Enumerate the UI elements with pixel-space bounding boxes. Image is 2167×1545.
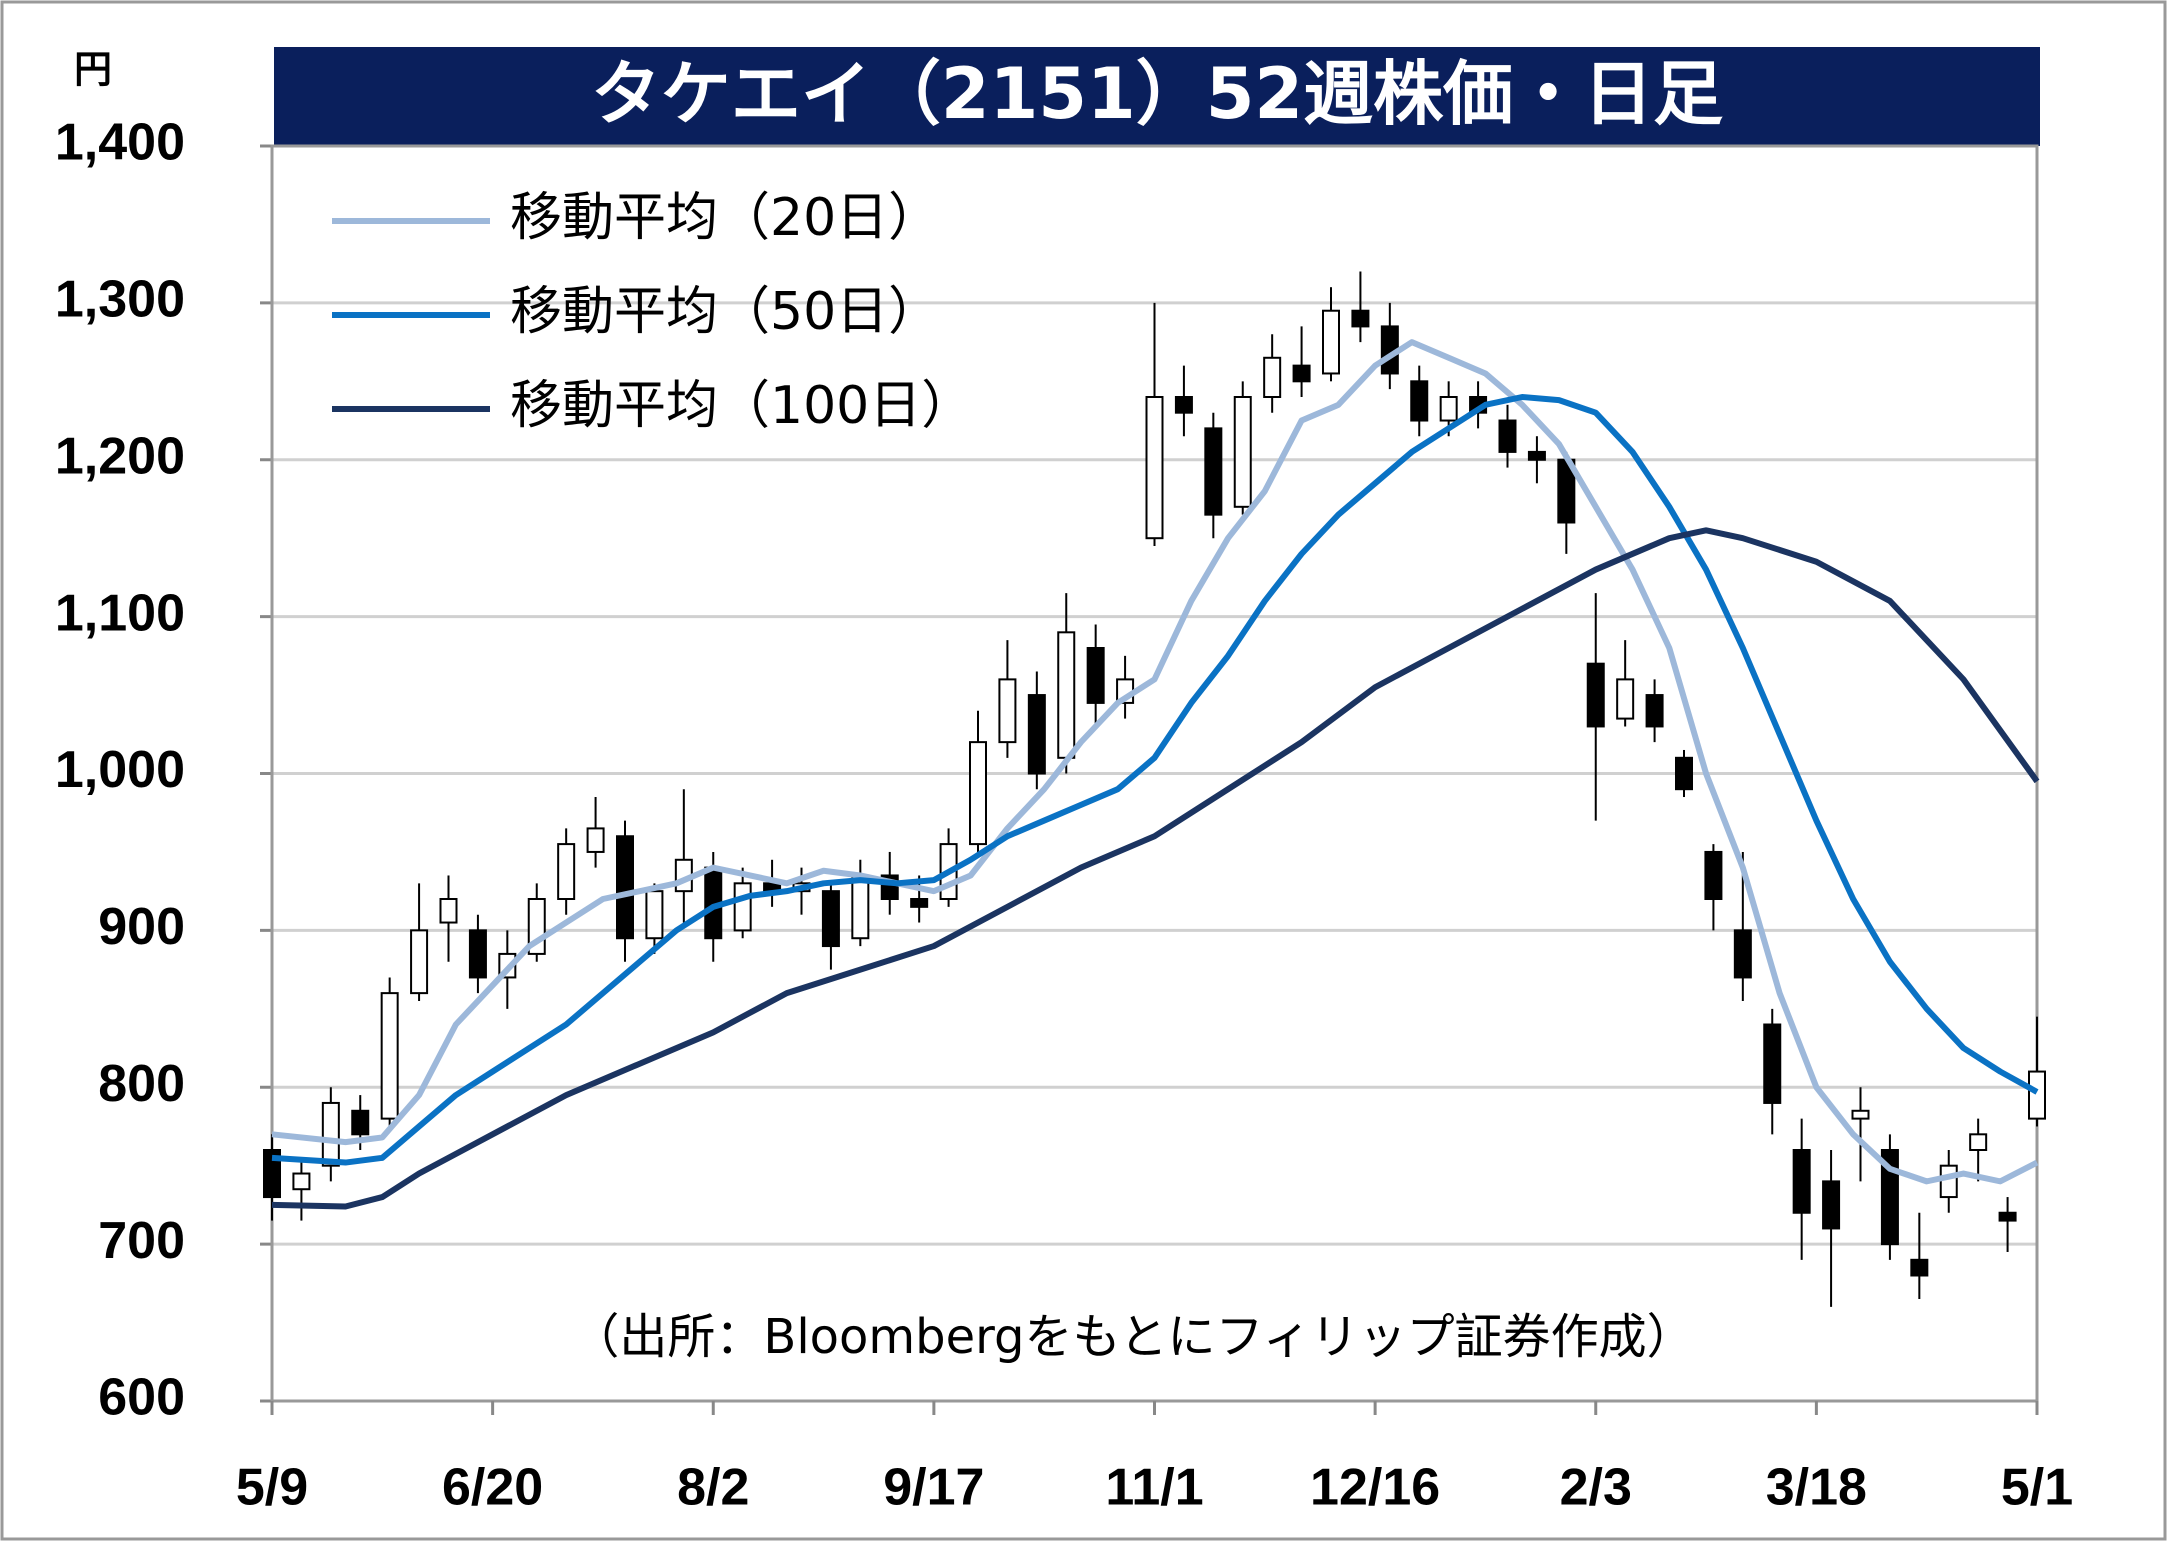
candle-body [439, 898, 458, 924]
y-tick-label: 1,200 [55, 427, 185, 485]
x-tick-label: 5/9 [236, 1459, 308, 1517]
x-tick-label: 12/16 [1310, 1459, 1440, 1517]
candle-body [1292, 364, 1311, 383]
candle-body [821, 890, 840, 948]
candle-body [645, 890, 664, 940]
y-tick-label: 900 [98, 898, 185, 956]
candle-body [1057, 631, 1076, 759]
source-note: （出所：Bloombergをもとにフィリップ証券作成） [571, 1309, 1694, 1365]
candle-body [1527, 450, 1546, 461]
x-tick-label: 3/18 [1766, 1459, 1867, 1517]
candle-body [1027, 694, 1046, 775]
candle-body [380, 992, 399, 1120]
y-tick-label: 1,100 [55, 584, 185, 642]
x-tick-label: 9/17 [883, 1459, 984, 1517]
legend-label: 移動平均（100日） [510, 376, 973, 436]
candle-body [1880, 1149, 1899, 1246]
legend-label: 移動平均（50日） [510, 282, 940, 342]
candle-body [1763, 1023, 1782, 1104]
y-tick-label: 1,000 [55, 741, 185, 799]
title-bar [274, 47, 2040, 146]
candle-body [1645, 694, 1664, 728]
candle-body [1204, 427, 1223, 516]
x-tick-label: 8/2 [677, 1459, 749, 1517]
candle-body [468, 929, 487, 979]
candle-body [733, 882, 752, 932]
candle-body [1792, 1149, 1811, 1214]
candle-body [1145, 396, 1164, 540]
candle-body [292, 1172, 311, 1191]
candle-body [410, 929, 429, 995]
candle-body [586, 827, 605, 853]
candle-body [1351, 309, 1370, 328]
candle-body [263, 1149, 281, 1199]
candle-body [1910, 1258, 1929, 1277]
ma-line [271, 339, 2039, 1185]
ma-line [271, 394, 2039, 1166]
candle-body [1174, 396, 1193, 414]
candle-body [1263, 356, 1282, 398]
candle-body [969, 741, 987, 846]
y-tick-label: 1,300 [55, 271, 185, 329]
y-unit: 円 [74, 48, 112, 92]
x-tick-label: 5/1 [2001, 1459, 2073, 1517]
chart-title: タケエイ（2151）52週株価・日足 [591, 53, 1723, 135]
candle-body [1322, 309, 1340, 375]
candle-body [1733, 929, 1752, 979]
y-tick-label: 600 [98, 1369, 185, 1427]
candle-body [1086, 647, 1105, 704]
candle-body [1969, 1133, 1988, 1151]
candle-body [910, 898, 929, 908]
candle-body [1233, 396, 1252, 508]
candle-body [616, 835, 634, 940]
candle-body [1851, 1109, 1870, 1120]
candle-body [1675, 756, 1693, 791]
x-tick-label: 2/3 [1560, 1459, 1632, 1517]
candle-body [998, 678, 1017, 744]
ma-line [271, 527, 2040, 1210]
candle-body [1586, 662, 1605, 728]
candle-body [1998, 1211, 2017, 1222]
y-tick-label: 700 [98, 1212, 185, 1270]
candle-body [1616, 678, 1635, 720]
candle-body [1410, 380, 1429, 422]
candle-body [851, 874, 870, 940]
candle-body [557, 843, 576, 900]
candle-body [1439, 396, 1458, 422]
y-tick-label: 1,400 [55, 114, 185, 172]
x-tick-label: 6/20 [442, 1459, 543, 1517]
x-tick-label: 11/1 [1105, 1459, 1203, 1517]
legend-label: 移動平均（20日） [510, 188, 940, 248]
candle-body [1704, 850, 1723, 900]
candle-body [2028, 1070, 2046, 1120]
candle-body [321, 1101, 340, 1167]
candle-body [1822, 1180, 1841, 1230]
candle-body [351, 1109, 370, 1136]
y-tick-label: 800 [98, 1055, 185, 1113]
candle-body [1939, 1164, 1958, 1199]
candle-body [1498, 419, 1517, 453]
